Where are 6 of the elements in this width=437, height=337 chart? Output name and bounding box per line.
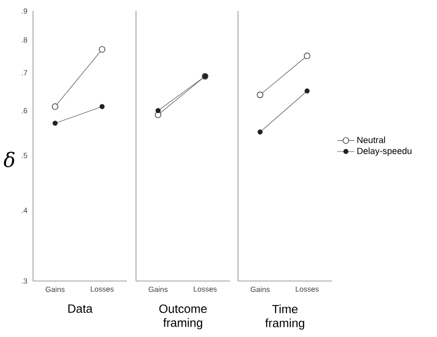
x-axis-title: Time framing <box>265 304 304 330</box>
y-axis-title: δ <box>4 152 15 168</box>
x-axis-title: Outcome framing <box>159 304 207 330</box>
legend-label: Neutral <box>357 136 385 144</box>
legend-label: Delay-speedu <box>357 147 412 156</box>
x-axis-title: Data <box>68 304 93 313</box>
